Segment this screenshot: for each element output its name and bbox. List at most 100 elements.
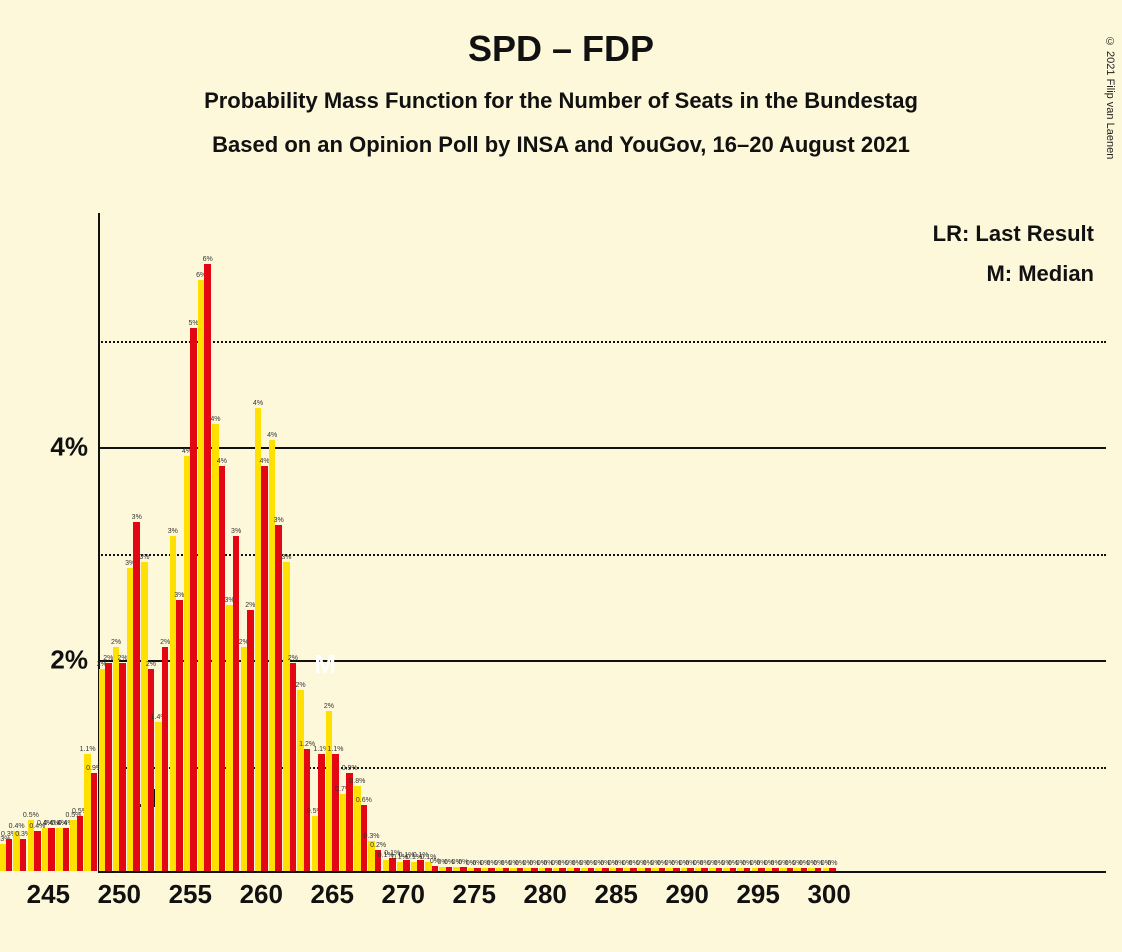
bar-yellow: 0% [610, 868, 617, 871]
bar-red: 0% [446, 867, 453, 871]
bar-red: 0.9% [346, 773, 353, 871]
bar-red: 0% [730, 868, 737, 871]
bar-red: 0% [787, 868, 794, 871]
bar-red: 0% [503, 868, 510, 871]
bar-slot: 0.5%0.4% [28, 211, 41, 871]
bar-slot: 0.4%0.3% [13, 211, 26, 871]
bar-value-label: 0% [827, 860, 837, 867]
bar-yellow: 0.1% [411, 862, 418, 871]
bar-slot: 0%0% [624, 211, 637, 871]
bar-slot: 0%0% [638, 211, 651, 871]
bar-slot: 4%5% [184, 211, 197, 871]
x-tick-label: 275 [453, 879, 496, 910]
bar-yellow: 0.4% [42, 828, 49, 871]
x-tick-label: 255 [169, 879, 212, 910]
bar-slot: 2%2% [241, 211, 254, 871]
bar-red: 1.1% [318, 754, 325, 871]
bar-slot: 0%0% [595, 211, 608, 871]
bar-red: 0.1% [417, 860, 424, 871]
bar-slot: 0%0% [794, 211, 807, 871]
bar-value-label: 2% [111, 639, 121, 646]
bar-slot: 0%0% [752, 211, 765, 871]
bar-value-label: 0.4% [9, 823, 25, 830]
bar-yellow: 0% [666, 868, 673, 871]
bar-value-label: 1.1% [80, 746, 96, 753]
bar-yellow: 0% [482, 868, 489, 871]
bar-yellow: 2% [297, 690, 304, 871]
bar-slot: 0%0% [453, 211, 466, 871]
x-tick-label: 265 [311, 879, 354, 910]
bar-value-label: 3% [139, 554, 149, 561]
bar-red: 0% [645, 868, 652, 871]
bar-yellow: 0.5% [312, 816, 319, 871]
bar-slot: 0%0% [524, 211, 537, 871]
bar-slot: 0.3%0.2% [368, 211, 381, 871]
bar-red: 0% [815, 868, 822, 871]
bar-red: 0% [673, 868, 680, 871]
bar-yellow: 0% [709, 868, 716, 871]
bar-red: 0% [559, 868, 566, 871]
bar-slot: 0%0% [723, 211, 736, 871]
x-tick-label: 295 [736, 879, 779, 910]
bar-slot: 0.7%0.9% [340, 211, 353, 871]
bar-yellow: 2% [113, 647, 120, 871]
bar-red: 0% [758, 868, 765, 871]
median-annotation: M [314, 649, 336, 680]
bar-slot: 0.4%0.4% [42, 211, 55, 871]
bar-red: 0% [460, 867, 467, 871]
bar-value-label: 2% [296, 682, 306, 689]
x-tick-label: 245 [27, 879, 70, 910]
bar-slot: 4%4% [212, 211, 225, 871]
bar-slot: 0%0% [567, 211, 580, 871]
x-tick-labels: 2302352402452502552602652702752802852902… [98, 873, 1106, 913]
bar-slot: 2%1.1% [326, 211, 339, 871]
bar-slot: 0%0% [695, 211, 708, 871]
bar-value-label: 0.8% [349, 778, 365, 785]
bar-slot: 3%2% [283, 211, 296, 871]
bar-yellow: 6% [198, 280, 205, 871]
x-tick-label: 270 [382, 879, 425, 910]
bar-yellow: 3% [141, 562, 148, 871]
bar-yellow: 0.5% [70, 820, 77, 871]
bar-slot: 1.1%0.9% [84, 211, 97, 871]
bar-red: 0% [474, 868, 481, 871]
bar-slot: 0%0% [610, 211, 623, 871]
bar-red: 0% [588, 868, 595, 871]
bar-yellow: 3% [283, 562, 290, 871]
chart-subtitle-1: Probability Mass Function for the Number… [0, 88, 1122, 114]
bar-slot: 0.1%0.1% [397, 211, 410, 871]
bar-red: 0% [744, 868, 751, 871]
bar-slot: 0.5%0.5% [70, 211, 83, 871]
bar-slot: 0%0% [709, 211, 722, 871]
bar-red: 0% [602, 868, 609, 871]
bar-yellow: 0% [681, 868, 688, 871]
bar-red: 5% [190, 328, 197, 871]
bar-slot: 1.4%2% [155, 211, 168, 871]
bar-yellow: 0% [553, 868, 560, 871]
bar-yellow: 0.4% [56, 828, 63, 871]
x-tick-label: 250 [98, 879, 141, 910]
bar-slot: 0%0% [780, 211, 793, 871]
chart-title: SPD – FDP [0, 28, 1122, 70]
bar-red: 0% [517, 868, 524, 871]
bar-red: 0.3% [6, 839, 13, 871]
bar-yellow: 0.7% [340, 794, 347, 871]
bar-yellow: 1.4% [155, 722, 162, 871]
bar-yellow: 0% [468, 868, 475, 871]
bar-slot: 3%3% [127, 211, 140, 871]
bar-yellow: 0% [808, 868, 815, 871]
bar-slot: 0.5%1.1% [312, 211, 325, 871]
bar-value-label: 0.3% [364, 833, 380, 840]
bar-slot: 0%0% [681, 211, 694, 871]
bar-slot: 0%0% [539, 211, 552, 871]
bar-slot: 0%0% [823, 211, 836, 871]
bar-yellow: 2% [326, 711, 333, 871]
bar-yellow: 0% [723, 868, 730, 871]
bar-red: 0% [616, 868, 623, 871]
bar-red: 6% [204, 264, 211, 871]
bar-slot: 3%3% [170, 211, 183, 871]
bar-red: 1.1% [332, 754, 339, 871]
bar-yellow: 0% [595, 868, 602, 871]
bar-red: 0% [630, 868, 637, 871]
bar-slot: 0.1%0% [425, 211, 438, 871]
